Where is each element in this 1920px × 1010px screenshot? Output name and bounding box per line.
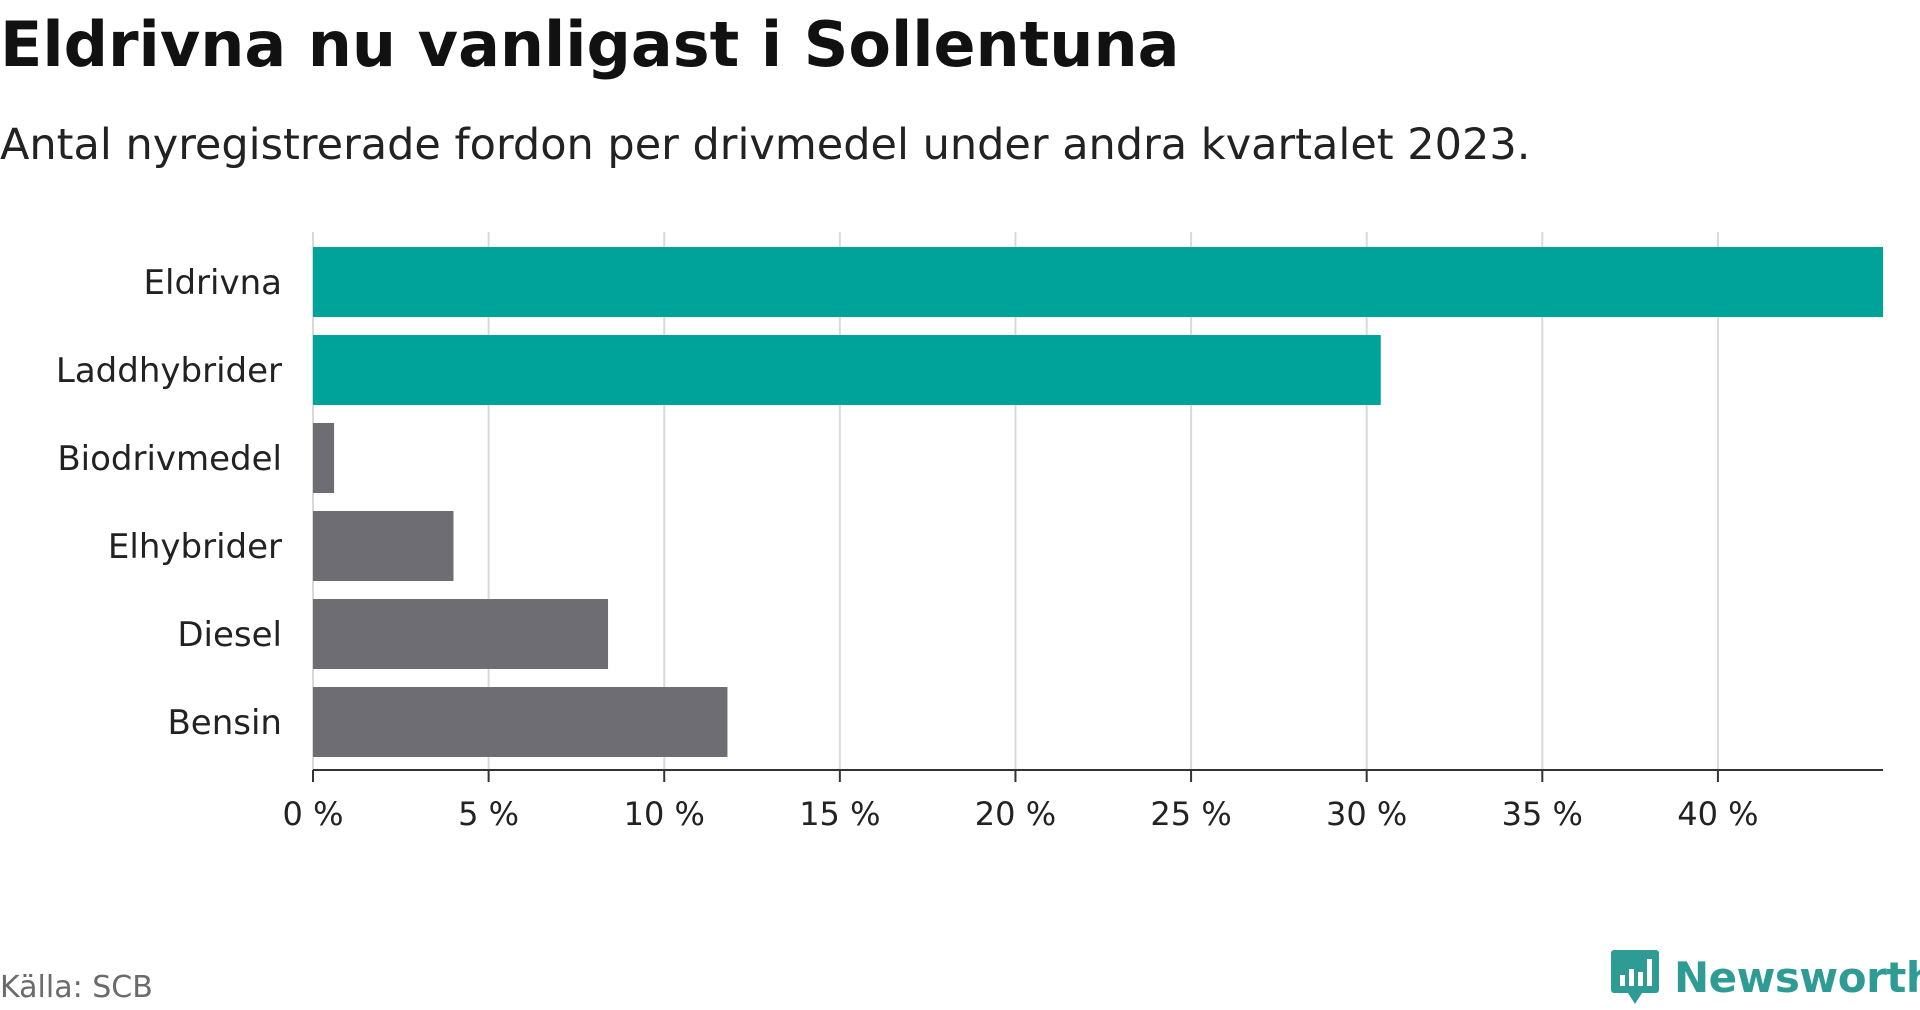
source-note: Källa: SCB xyxy=(0,970,153,1005)
bar xyxy=(313,511,454,581)
bars xyxy=(313,247,1883,757)
x-tick-label: 35 % xyxy=(1502,795,1583,833)
x-tick-label: 40 % xyxy=(1677,795,1758,833)
bar xyxy=(313,423,335,493)
newsworthy-logo-icon xyxy=(1611,950,1659,1004)
brand-name: Newsworthy xyxy=(1674,952,1920,1002)
x-tick-label: 30 % xyxy=(1326,795,1407,833)
category-label: Bensin xyxy=(167,703,282,743)
bar-chart: 0 % 5 % 10 % 15 % 20 % 25 % 30 % 35 % 40 % Eldri… xyxy=(56,232,1883,833)
x-tick-label: 10 % xyxy=(624,795,705,833)
category-label: Diesel xyxy=(177,615,282,655)
x-tick-label: 5 % xyxy=(458,795,519,833)
category-label: Laddhybrider xyxy=(56,351,282,391)
x-axis: 0 % 5 % 10 % 15 % 20 % 25 % 30 % 35 % 40 % xyxy=(283,769,1883,833)
chart-subtitle: Antal nyregistrerade fordon per drivmede… xyxy=(0,120,1531,170)
category-label: Biodrivmedel xyxy=(57,439,282,479)
bar xyxy=(313,687,728,757)
bar xyxy=(313,335,1381,405)
gridlines xyxy=(312,232,1719,770)
category-label: Eldrivna xyxy=(144,263,282,303)
chart-title: Eldrivna nu vanligast i Sollentuna xyxy=(0,8,1180,81)
x-tick-label: 15 % xyxy=(799,795,880,833)
brand-logo: Newsworthy xyxy=(1610,948,1920,1006)
x-tick-label: 25 % xyxy=(1150,795,1231,833)
category-label: Elhybrider xyxy=(108,527,282,567)
x-tick-label: 20 % xyxy=(975,795,1056,833)
x-tick-label: 0 % xyxy=(283,795,344,833)
category-labels: Eldrivna Laddhybrider Biodrivmedel Elhybrid… xyxy=(56,263,282,743)
bar xyxy=(313,599,609,669)
bar xyxy=(313,247,1883,317)
